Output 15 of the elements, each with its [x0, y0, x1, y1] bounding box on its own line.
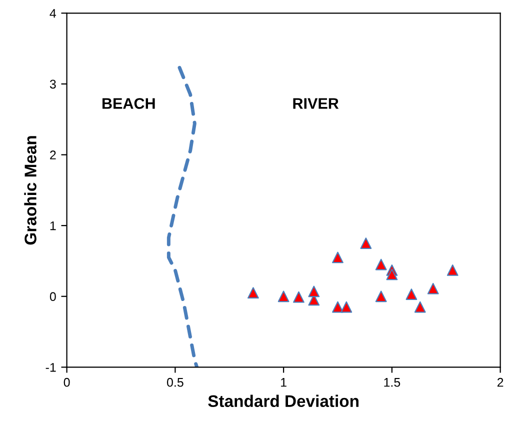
x-tick-label: 1.5: [384, 378, 400, 387]
x-tick-label: 1: [281, 378, 286, 387]
y-tick-label: 1: [50, 222, 56, 230]
x-axis-title: Standard Deviation: [208, 394, 358, 408]
x-tick-label: 0.5: [166, 378, 184, 387]
x-tick-label: 2: [497, 378, 504, 387]
y-tick-label: 0: [50, 292, 56, 302]
y-tick-label: 3: [50, 80, 56, 89]
y-tick-label: 4: [50, 9, 56, 18]
y-tick-label: 2: [50, 150, 56, 160]
annotation: BEACH: [102, 98, 155, 109]
y-axis-title: Graohic Mean: [24, 136, 36, 245]
y-tick-label: -1: [46, 363, 56, 372]
x-tick-label: 0: [64, 378, 70, 387]
annotation: RIVER: [293, 98, 339, 109]
